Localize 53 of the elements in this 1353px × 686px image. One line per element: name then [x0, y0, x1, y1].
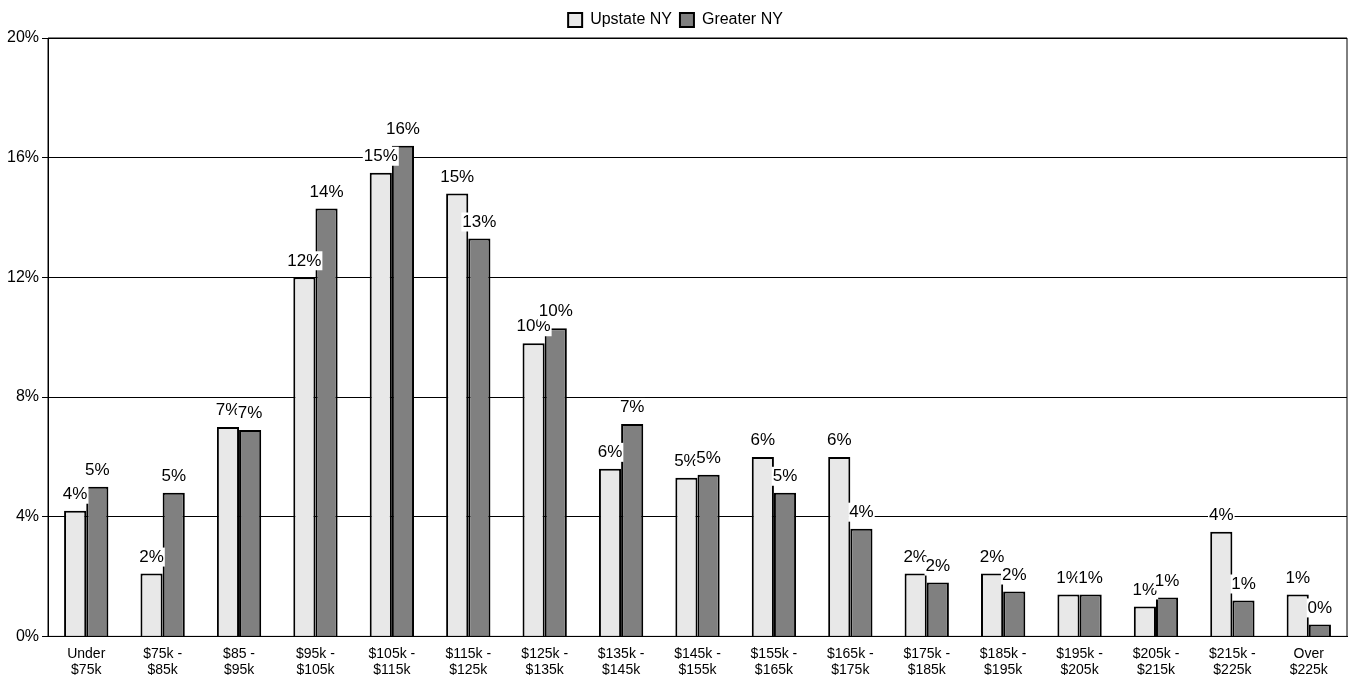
data-label: 7%: [237, 403, 263, 423]
data-label: 14%: [309, 181, 344, 201]
x-tick-label: $105k - $115k: [368, 644, 416, 678]
x-tick-label: $155k - $165k: [750, 644, 798, 678]
data-label: 2%: [979, 546, 1005, 566]
x-tick-label: $115k - $125k: [445, 644, 492, 678]
x-tick-label: $95k - $105k: [296, 644, 336, 678]
x-tick-label: $145k - $155k: [674, 644, 722, 678]
data-label: 1%: [1231, 573, 1256, 593]
data-label: 16%: [385, 118, 420, 138]
x-tick-label: $195k - $205k: [1056, 644, 1104, 678]
data-label: 6%: [750, 430, 776, 450]
data-label: 12%: [287, 250, 322, 270]
data-label: 7%: [619, 397, 645, 417]
data-label: 4%: [849, 501, 874, 521]
data-label: 5%: [696, 448, 721, 468]
data-label: 4%: [62, 483, 88, 503]
data-label: 6%: [826, 430, 852, 450]
x-tick-label: $205k - $215k: [1132, 644, 1180, 678]
data-label: 1%: [1132, 579, 1158, 599]
data-label: 5%: [772, 465, 798, 485]
data-label: 13%: [462, 211, 497, 231]
data-label: 15%: [440, 166, 475, 186]
data-label: 1%: [1285, 567, 1310, 587]
x-tick-label: Over $225k: [1289, 644, 1329, 678]
x-tick-label: $125k - $135k: [521, 644, 569, 678]
data-label: 5%: [161, 465, 187, 485]
x-tick-label: $135k - $145k: [597, 644, 645, 678]
legend-label: Upstate NY: [590, 10, 673, 28]
data-label: 1%: [1154, 570, 1180, 590]
data-label: 5%: [85, 459, 110, 479]
x-tick-label: Under $75k: [67, 644, 106, 678]
y-tick-label: 12%: [6, 267, 40, 285]
data-label: 6%: [597, 442, 623, 462]
x-tick-label: $175k - $185k: [903, 644, 951, 678]
x-tick-label: $185k - $195k: [979, 644, 1027, 678]
y-tick-label: 16%: [6, 148, 40, 166]
data-label: 2%: [1001, 564, 1027, 584]
y-tick-label: 0%: [15, 626, 40, 644]
data-label: 0%: [1307, 597, 1333, 617]
data-label: 1%: [1078, 567, 1103, 587]
y-tick-label: 20%: [6, 28, 40, 46]
y-tick-label: 8%: [15, 387, 40, 405]
y-tick-label: 4%: [15, 507, 40, 525]
x-tick-label: $85 - $95k: [223, 644, 256, 678]
data-label: 4%: [1209, 504, 1234, 524]
x-tick-label: $165k - $175k: [826, 644, 875, 678]
data-label: 15%: [363, 145, 398, 165]
legend-label: Greater NY: [701, 10, 784, 28]
x-tick-label: $215k - $225k: [1209, 644, 1257, 678]
x-tick-label: $75k - $85k: [143, 644, 183, 678]
data-label: 10%: [538, 301, 573, 321]
data-label: 2%: [139, 546, 164, 566]
